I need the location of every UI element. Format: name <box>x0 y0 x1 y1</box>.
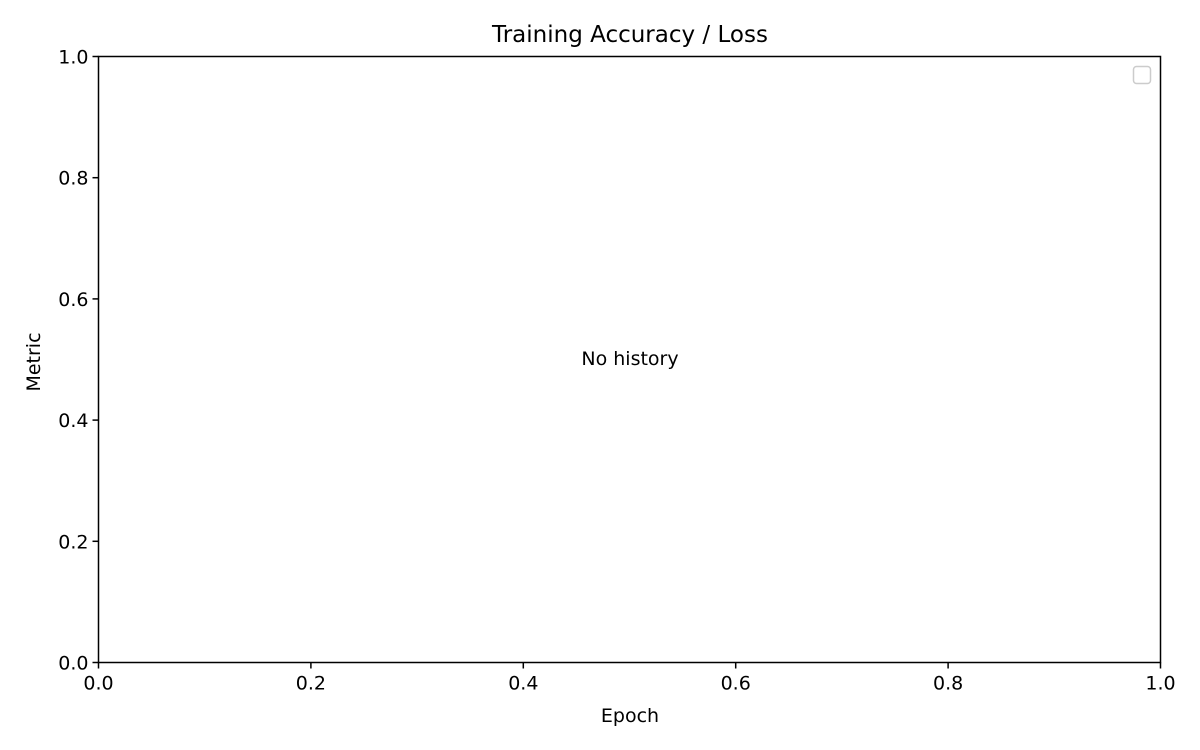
legend-box <box>1132 65 1152 85</box>
y-tick-label: 0.4 <box>58 410 88 432</box>
y-tick-label: 0.0 <box>58 653 88 675</box>
no-history-annotation: No history <box>581 348 678 370</box>
x-tick-label: 0.8 <box>933 673 963 695</box>
x-tick-label: 0.2 <box>296 673 326 695</box>
y-tick-label: 0.6 <box>58 289 88 311</box>
plot-area <box>97 55 1162 664</box>
x-tick-label: 0.4 <box>508 673 538 695</box>
y-tick-label: 0.8 <box>58 168 88 190</box>
y-tick-label: 0.2 <box>58 531 88 553</box>
x-tick-label: 0.0 <box>83 673 113 695</box>
y-axis-ticks: 0.0 0.2 0.4 0.6 0.8 1.0 <box>58 47 99 675</box>
chart-title: Training Accuracy / Loss <box>491 22 768 48</box>
axes-frame <box>97 55 1162 664</box>
y-axis-label: Metric <box>23 332 45 391</box>
y-tick-label: 1.0 <box>58 47 88 69</box>
x-axis-label: Epoch <box>601 705 659 727</box>
x-tick-label: 0.6 <box>721 673 751 695</box>
legend <box>1132 65 1152 85</box>
x-axis-ticks: 0.0 0.2 0.4 0.6 0.8 1.0 <box>83 662 1176 695</box>
x-tick-label: 1.0 <box>1145 673 1175 695</box>
